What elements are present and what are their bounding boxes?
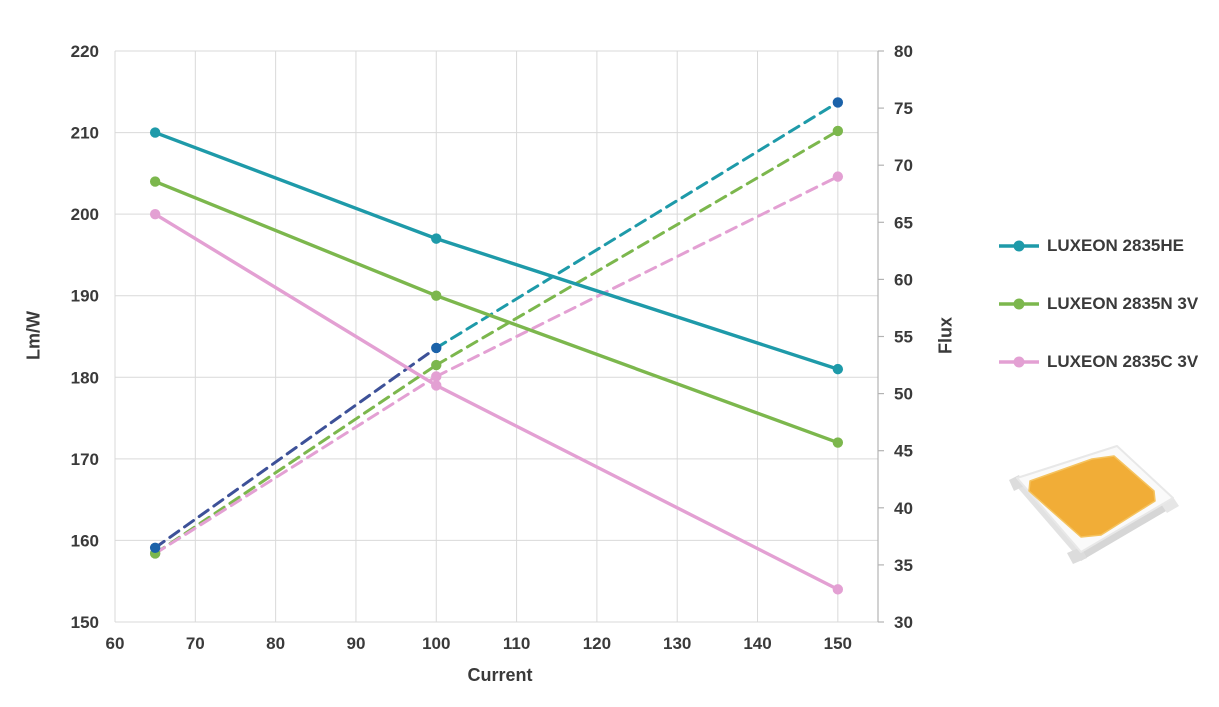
flux-line-0: [434, 100, 840, 350]
dual-axis-line-chart: 60 70 80 90 100 110 120 130 140 150 150 160 170 180 19…: [71, 42, 913, 653]
svg-text:160: 160: [71, 531, 99, 550]
svg-text:90: 90: [346, 634, 365, 653]
efficacy-line-1: [153, 179, 840, 445]
legend: LUXEON 2835HE LUXEON 2835N 3V LUXEON 2835C…: [998, 230, 1198, 404]
led-side-left: [1017, 478, 1081, 561]
svg-text:120: 120: [583, 634, 611, 653]
svg-text:65: 65: [894, 213, 913, 232]
efficacy-point-2: [832, 584, 844, 595]
legend-item-2: LUXEON 2835C 3V: [998, 346, 1198, 378]
svg-text:75: 75: [894, 99, 913, 118]
legend-item-1: LUXEON 2835N 3V: [998, 288, 1198, 320]
series-lines: [153, 100, 840, 592]
flux-point-0: [149, 542, 161, 553]
efficacy-point-2: [431, 380, 442, 391]
svg-text:220: 220: [71, 42, 99, 61]
efficacy-point-0: [431, 233, 442, 244]
flux-point-2: [832, 171, 844, 182]
series-markers: [149, 97, 844, 595]
efficacy-point-1: [832, 437, 844, 448]
svg-text:180: 180: [71, 368, 99, 387]
efficacy-point-1: [149, 176, 161, 187]
flux-line-0: [153, 346, 438, 550]
efficacy-point-0: [832, 363, 844, 375]
svg-text:100: 100: [422, 634, 450, 653]
tick-labels: 60 70 80 90 100 110 120 130 140 150 150 160 170 180 19…: [71, 42, 913, 653]
legend-marker-icon: [999, 356, 1039, 368]
svg-text:70: 70: [894, 156, 913, 175]
legend-label: LUXEON 2835N 3V: [1047, 294, 1199, 313]
svg-text:80: 80: [894, 42, 913, 61]
svg-text:40: 40: [894, 499, 913, 518]
svg-text:80: 80: [266, 634, 285, 653]
svg-text:35: 35: [894, 556, 913, 575]
flux-point-0: [431, 342, 442, 354]
gridlines: [114, 50, 878, 623]
svg-text:140: 140: [743, 634, 771, 653]
svg-text:170: 170: [71, 450, 99, 469]
flux-point-0: [832, 97, 844, 108]
svg-text:110: 110: [503, 634, 530, 653]
flux-line-1: [434, 129, 840, 367]
svg-text:190: 190: [71, 287, 99, 306]
efficacy-point-1: [431, 290, 442, 301]
led-side-right: [1081, 498, 1173, 561]
legend-label: LUXEON 2835HE: [1047, 236, 1184, 255]
led-phosphor: [1028, 455, 1156, 538]
svg-text:210: 210: [71, 124, 99, 143]
svg-text:55: 55: [894, 328, 913, 347]
legend-label: LUXEON 2835C 3V: [1047, 352, 1199, 371]
right-y-axis-title: Flux: [935, 317, 956, 355]
svg-text:50: 50: [894, 385, 913, 404]
led-lead-tab: [1161, 497, 1179, 513]
flux-point-2: [431, 371, 442, 382]
legend-item-0: LUXEON 2835HE: [998, 230, 1198, 262]
efficacy-line-0: [153, 130, 840, 371]
svg-text:45: 45: [894, 442, 913, 461]
flux-point-1: [431, 359, 442, 371]
flux-line-2: [434, 175, 840, 378]
legend-marker-icon: [999, 298, 1039, 310]
efficacy-point-2: [149, 208, 161, 220]
flux-line-2: [153, 374, 438, 555]
led-package-image: [1009, 445, 1179, 564]
flux-line-1: [153, 363, 438, 555]
legend-marker-icon: [999, 240, 1039, 252]
right-axis: [877, 50, 884, 623]
svg-text:30: 30: [894, 613, 913, 632]
svg-text:130: 130: [663, 634, 691, 653]
svg-text:150: 150: [824, 634, 852, 653]
svg-text:70: 70: [186, 634, 205, 653]
flux-point-1: [832, 125, 844, 137]
efficacy-line-2: [153, 212, 840, 592]
svg-text:200: 200: [71, 205, 99, 224]
x-axis-title: Current: [467, 665, 533, 685]
svg-text:150: 150: [71, 613, 99, 632]
svg-text:60: 60: [106, 634, 125, 653]
efficacy-point-0: [149, 127, 161, 138]
svg-text:60: 60: [894, 270, 913, 289]
left-y-axis-title: Lm/W: [23, 311, 44, 360]
